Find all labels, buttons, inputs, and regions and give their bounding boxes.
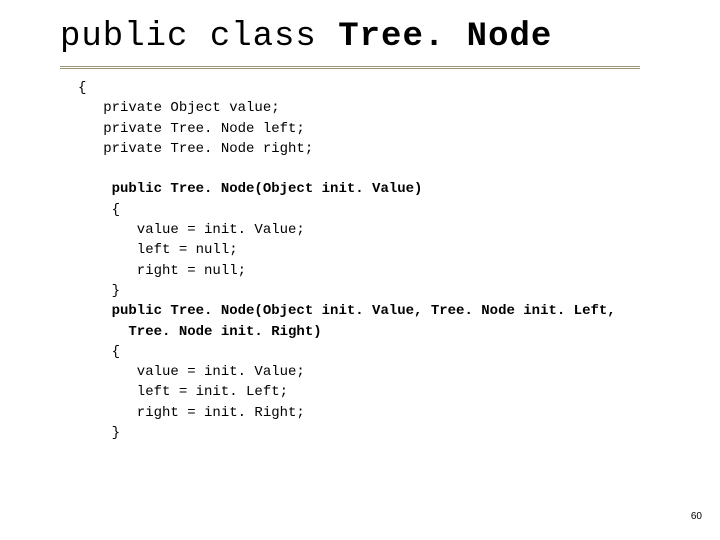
title-part1: public class xyxy=(60,18,338,56)
title-part2: Tree. Node xyxy=(338,18,552,56)
code-line-16: right = init. Right; xyxy=(78,405,305,421)
code-line-11: public Tree. Node(Object init. Value, Tr… xyxy=(78,303,616,319)
code-line-12: Tree. Node init. Right) xyxy=(78,324,322,340)
code-line-13: { xyxy=(78,344,120,360)
code-line-7: value = init. Value; xyxy=(78,222,305,238)
code-line-1: private Object value; xyxy=(78,100,280,116)
code-line-14: value = init. Value; xyxy=(78,364,305,380)
code-line-6: { xyxy=(78,202,120,218)
code-line-5: public Tree. Node(Object init. Value) xyxy=(78,181,422,197)
code-block: { private Object value; private Tree. No… xyxy=(78,78,616,443)
code-line-0: { xyxy=(78,80,86,96)
code-line-3: private Tree. Node right; xyxy=(78,141,313,157)
code-line-15: left = init. Left; xyxy=(78,384,288,400)
code-line-2: private Tree. Node left; xyxy=(78,121,305,137)
page-number: 60 xyxy=(691,511,702,522)
code-line-10: } xyxy=(78,283,120,299)
slide-title: public class Tree. Node xyxy=(60,18,640,69)
code-line-9: right = null; xyxy=(78,263,246,279)
code-line-17: } xyxy=(78,425,120,441)
slide: public class Tree. Node { private Object… xyxy=(0,0,720,540)
code-line-8: left = null; xyxy=(78,242,238,258)
